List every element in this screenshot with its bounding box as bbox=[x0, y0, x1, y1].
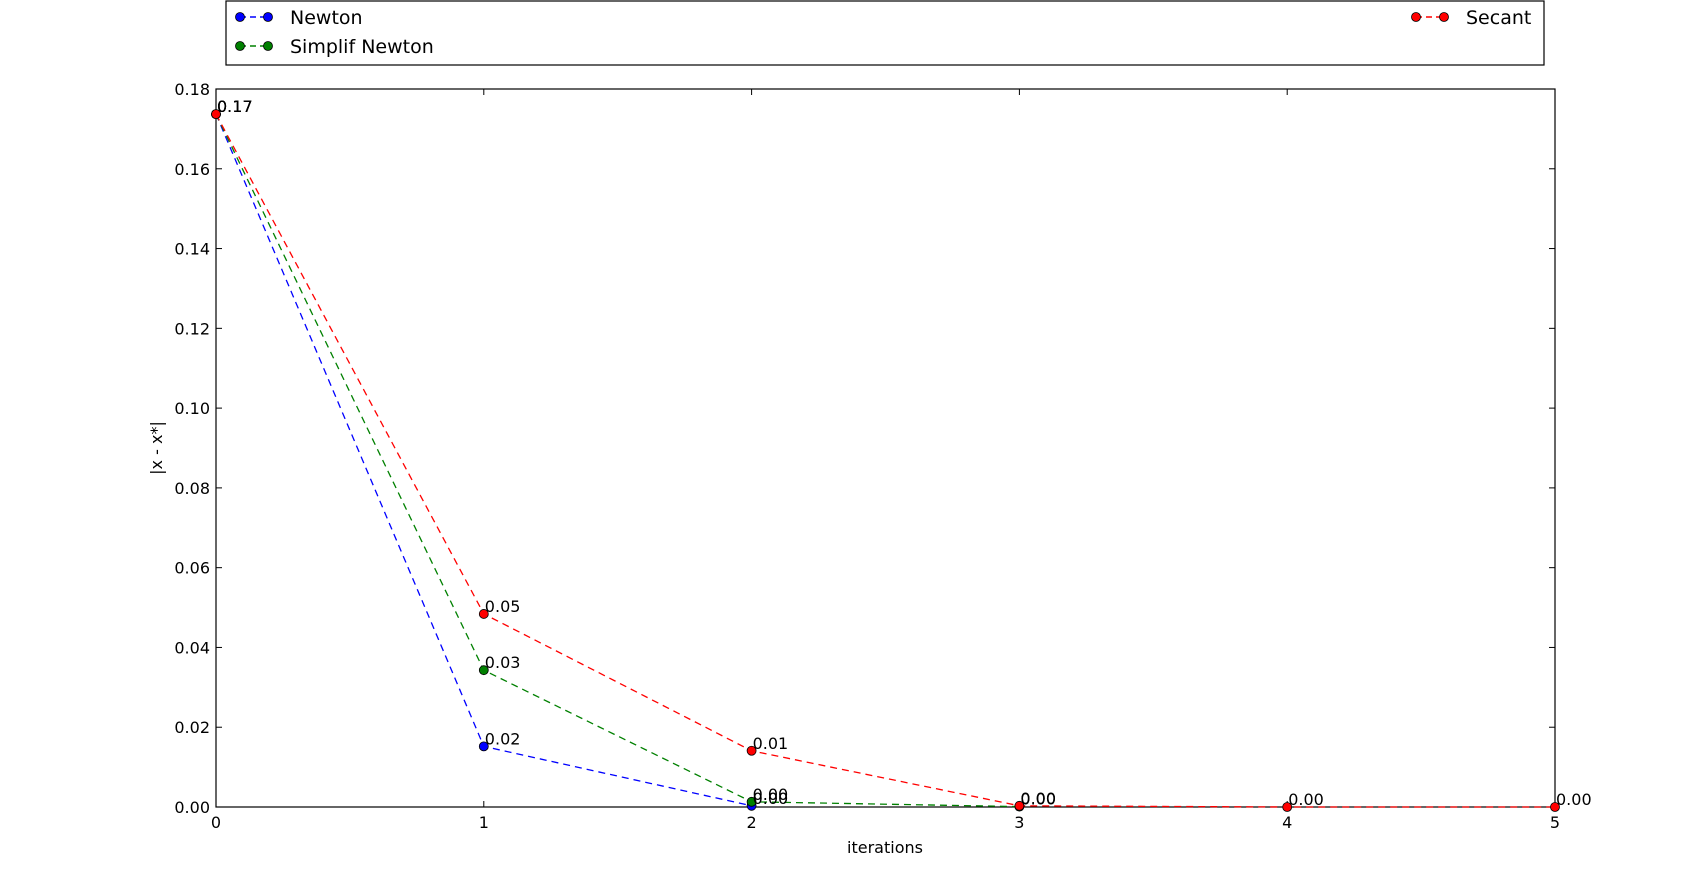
y-tick-label: 0.08 bbox=[174, 479, 210, 498]
point-label-simplif-newton: 0.00 bbox=[1020, 790, 1056, 809]
data-point-secant bbox=[478, 609, 489, 619]
legend-label-newton: Newton bbox=[290, 7, 363, 29]
point-label-secant: 0.05 bbox=[485, 597, 521, 616]
legend-entry-secant[interactable]: Secant bbox=[1411, 7, 1532, 29]
x-tick-label: 0 bbox=[211, 813, 221, 832]
point-label-simplif-newton: 0.03 bbox=[485, 653, 521, 672]
labels-group: 0.170.020.000.170.030.00 0.000.170.050.01… bbox=[217, 97, 1592, 809]
point-label-secant: 0.01 bbox=[753, 734, 789, 753]
legend-entry-newton[interactable]: Newton bbox=[235, 7, 363, 29]
x-tick-label: 5 bbox=[1550, 813, 1560, 832]
x-tick-label: 2 bbox=[747, 813, 757, 832]
x-tick-label: 4 bbox=[1282, 813, 1292, 832]
point-label-newton: 0.00 bbox=[753, 789, 789, 808]
plot-area: 0 1 2 3 4 5 0.00 0.02 0.04 0.06 0.08 0.10 0.12 0.14 0.… bbox=[174, 80, 1591, 832]
point-label-simplif-newton: 0.00 bbox=[753, 785, 789, 804]
x-axis-title: iterations bbox=[847, 838, 923, 857]
point-label-simplif-newton: 0.17 bbox=[217, 97, 253, 116]
data-point-newton bbox=[478, 741, 489, 752]
data-point-simplif-newton bbox=[746, 796, 757, 807]
legend-marker-newton bbox=[263, 12, 273, 22]
x-tick-label: 1 bbox=[479, 813, 489, 832]
ticks-group: 0 1 2 3 4 5 0.00 0.02 0.04 0.06 0.08 0.10 0.12 0.14 0.… bbox=[174, 80, 1560, 832]
data-point-secant bbox=[1014, 800, 1025, 811]
y-tick-label: 0.00 bbox=[174, 798, 210, 817]
series-line-secant bbox=[215, 113, 1555, 808]
plot-frame bbox=[215, 88, 1556, 808]
data-point-secant bbox=[746, 745, 757, 756]
x-tick-label: 3 bbox=[1014, 813, 1024, 832]
y-tick-label: 0.06 bbox=[174, 559, 210, 578]
y-tick-label: 0.10 bbox=[174, 399, 210, 418]
y-tick-label: 0.18 bbox=[174, 80, 210, 99]
legend-label-simplif-newton: Simplif Newton bbox=[290, 36, 434, 58]
legend-marker-secant bbox=[1439, 12, 1449, 22]
legend: Newton Simplif Newton Secant bbox=[225, 0, 1545, 66]
data-point-secant bbox=[1550, 802, 1560, 812]
point-label-newton: 0.17 bbox=[217, 97, 253, 116]
point-label-secant: 0.00 bbox=[1556, 790, 1592, 809]
legend-marker-simplif-newton bbox=[235, 41, 245, 51]
y-tick-label: 0.14 bbox=[174, 240, 210, 259]
data-point-simplif-newton bbox=[478, 665, 489, 676]
point-label-newton: 0.02 bbox=[485, 729, 521, 748]
y-tick-label: 0.02 bbox=[174, 718, 210, 737]
legend-marker-secant bbox=[1411, 12, 1421, 22]
series-line-simplif-newton bbox=[215, 113, 1020, 808]
y-axis-title: |x - x*| bbox=[147, 421, 166, 475]
legend-marker-simplif-newton bbox=[263, 41, 273, 51]
y-tick-label: 0.16 bbox=[174, 160, 210, 179]
point-label-secant: 0.00 bbox=[1020, 789, 1056, 808]
point-label-secant: 0.17 bbox=[217, 97, 253, 116]
legend-marker-newton bbox=[235, 12, 245, 22]
y-tick-label: 0.04 bbox=[174, 638, 210, 657]
data-point-secant bbox=[211, 109, 221, 120]
legend-entry-simplif-newton[interactable]: Simplif Newton bbox=[235, 36, 434, 58]
data-point-secant bbox=[1282, 802, 1293, 812]
legend-label-secant: Secant bbox=[1466, 7, 1531, 29]
point-label-secant: 0.00 bbox=[1288, 790, 1324, 809]
y-tick-label: 0.12 bbox=[174, 319, 210, 338]
legend-frame bbox=[225, 0, 1545, 66]
series-group bbox=[211, 109, 1560, 812]
